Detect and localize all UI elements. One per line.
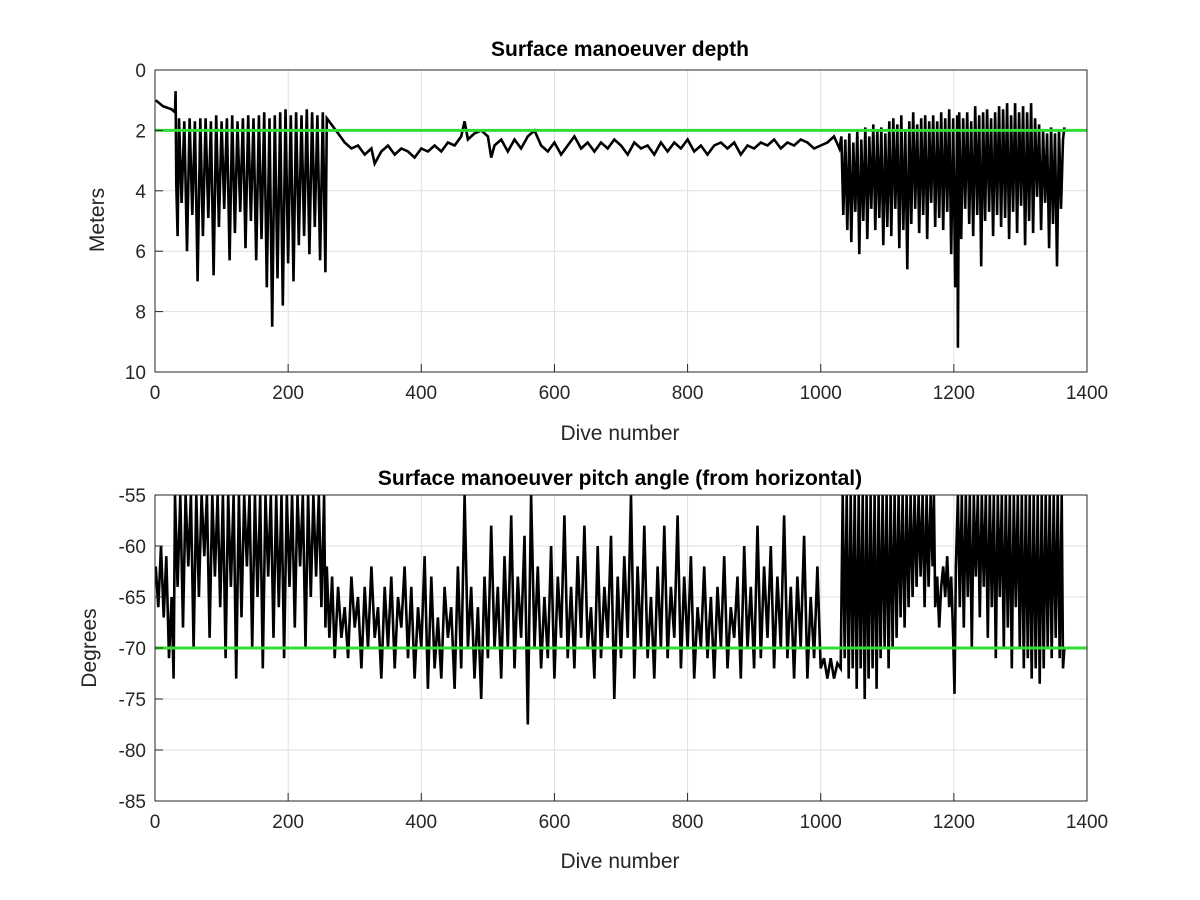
depth-x-tick-label: 1200 — [933, 383, 975, 404]
depth-axes-frame — [154, 69, 1088, 373]
pitch-series-line — [155, 495, 1066, 725]
depth-x-tick-label: 400 — [405, 383, 437, 404]
pitch-x-tick-label: 200 — [272, 812, 304, 833]
pitch-axes: Surface manoeuver pitch angle (from hori… — [78, 467, 1108, 873]
pitch-x-tick-label: 400 — [405, 812, 437, 833]
depth-axes: Surface manoeuver depth Dive number Mete… — [86, 38, 1108, 445]
pitch-y-tick-label: -65 — [119, 588, 146, 609]
pitch-y-tick-label: -55 — [119, 486, 146, 507]
depth-x-tick-label: 1000 — [800, 383, 842, 404]
pitch-x-tick-label: 1400 — [1066, 812, 1108, 833]
pitch-x-axis-label: Dive number — [560, 850, 679, 873]
depth-x-axis-label: Dive number — [560, 422, 679, 445]
pitch-y-tick-label: -85 — [119, 792, 146, 813]
depth-x-tick-label: 200 — [272, 383, 304, 404]
depth-x-tick-label: 0 — [150, 383, 161, 404]
depth-y-tick-label: 10 — [125, 363, 146, 384]
pitch-x-tick-label: 1000 — [800, 812, 842, 833]
depth-y-tick-label: 0 — [135, 61, 146, 82]
depth-x-tick-label: 800 — [672, 383, 704, 404]
pitch-y-tick-label: -70 — [119, 639, 146, 660]
depth-y-tick-label: 4 — [135, 182, 146, 203]
depth-chart-title: Surface manoeuver depth — [491, 38, 749, 61]
depth-y-axis-label: Meters — [86, 188, 109, 252]
pitch-y-tick-label: -60 — [119, 537, 146, 558]
pitch-y-axis-label: Degrees — [78, 608, 101, 687]
pitch-y-tick-label: -75 — [119, 690, 146, 711]
pitch-y-tick-label: -80 — [119, 741, 146, 762]
pitch-x-tick-label: 0 — [150, 812, 161, 833]
depth-x-tick-label: 1400 — [1066, 383, 1108, 404]
pitch-x-tick-label: 1200 — [933, 812, 975, 833]
depth-series-line — [155, 91, 1066, 348]
depth-y-tick-label: 2 — [135, 121, 146, 142]
pitch-x-tick-label: 600 — [539, 812, 571, 833]
depth-x-tick-label: 600 — [539, 383, 571, 404]
pitch-x-tick-label: 800 — [672, 812, 704, 833]
depth-y-tick-label: 8 — [135, 303, 146, 324]
pitch-chart-title: Surface manoeuver pitch angle (from hori… — [378, 467, 862, 490]
depth-y-tick-label: 6 — [135, 242, 146, 263]
